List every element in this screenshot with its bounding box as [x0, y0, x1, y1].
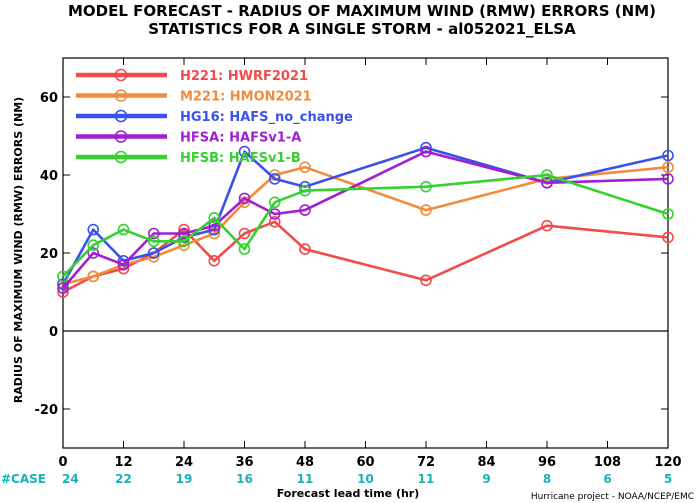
legend: H221: HWRF2021 M221: HMON2021 HG16: HAFS_n…	[76, 68, 353, 166]
data-point	[268, 196, 281, 209]
data-point	[238, 227, 251, 240]
legend-label: M221: HMON2021	[180, 90, 312, 105]
x-tick-label: 96	[538, 455, 556, 470]
data-point	[299, 184, 311, 197]
x-axis-label: Forecast lead time (hr)	[277, 487, 420, 500]
case-count: 5	[664, 472, 672, 486]
data-point	[238, 145, 251, 158]
y-tick-label: 20	[40, 247, 58, 262]
data-point	[662, 173, 674, 185]
series-line	[61, 146, 669, 285]
legend-swatch-marker	[114, 150, 128, 164]
data-point	[178, 227, 190, 240]
data-point	[420, 204, 432, 216]
data-point	[87, 223, 100, 236]
data-point	[541, 177, 553, 189]
case-count: 6	[603, 472, 611, 486]
y-tick-label: 0	[49, 325, 58, 340]
data-point	[117, 258, 130, 271]
series-line	[62, 150, 669, 289]
case-count: 16	[236, 472, 253, 486]
data-point	[208, 212, 221, 224]
x-tick-label: 108	[594, 455, 621, 470]
legend-swatch-marker	[114, 89, 128, 102]
data-point	[208, 219, 221, 232]
y-tick-label: -20	[35, 403, 59, 418]
data-point	[420, 145, 432, 158]
data-point	[57, 282, 69, 294]
data-point	[299, 161, 311, 173]
x-axis-ticks: 0 12 24 36 48 60 72 84 96 108 120	[58, 58, 682, 470]
y-tick-label: 40	[40, 169, 58, 184]
x-tick-label: 120	[654, 455, 681, 470]
legend-swatch-marker	[114, 109, 128, 123]
legend-swatch-marker	[114, 68, 128, 82]
data-point	[299, 243, 311, 255]
legend-swatch-marker	[114, 130, 128, 143]
data-point	[420, 274, 432, 287]
x-tick-label: 84	[477, 455, 495, 470]
series-layer	[57, 141, 674, 298]
case-count: 11	[297, 472, 314, 486]
data-point	[87, 270, 100, 283]
data-point	[541, 169, 553, 181]
credit-text: Hurricane project - NOAA/NCEP/EMC	[531, 492, 694, 502]
chart-title-line2: STATISTICS FOR A SINGLE STORM - al052021…	[148, 20, 576, 38]
data-point	[208, 254, 221, 267]
x-tick-label: 72	[417, 455, 435, 470]
data-point	[87, 239, 100, 251]
data-point	[87, 247, 100, 259]
legend-label: HFSB: HAFSv1-B	[180, 151, 301, 166]
x-tick-label: 48	[296, 455, 314, 470]
data-point	[420, 180, 432, 193]
data-point	[662, 231, 674, 244]
y-tick-label: 60	[40, 91, 58, 106]
case-count: 22	[115, 472, 132, 486]
x-tick-label: 12	[114, 455, 132, 470]
data-point	[147, 235, 160, 248]
x-tick-label: 0	[58, 455, 67, 470]
data-point	[147, 227, 160, 240]
x-tick-label: 24	[175, 455, 193, 470]
legend-label: H221: HWRF2021	[180, 69, 308, 84]
case-count: 10	[357, 472, 374, 486]
x-tick-label: 36	[235, 455, 253, 470]
data-point	[117, 223, 130, 236]
data-point	[268, 208, 281, 220]
y-axis-ticks: -20 0 20 40 60	[35, 91, 668, 418]
case-row-label: #CASE	[1, 472, 46, 486]
data-point	[147, 247, 160, 259]
data-point	[541, 219, 553, 232]
case-count: 9	[482, 472, 490, 486]
data-point	[268, 216, 281, 228]
legend-label: HFSA: HAFSv1-A	[180, 131, 301, 146]
case-count: 11	[418, 472, 435, 486]
legend-label: HG16: HAFS_no_change	[180, 110, 353, 125]
case-count-row: #CASE 24 22 19 16 11 10 11 9 8 6 5	[1, 472, 672, 486]
data-point	[299, 204, 311, 216]
case-count: 24	[62, 472, 79, 486]
chart-title-line1: MODEL FORECAST - RADIUS OF MAXIMUM WIND …	[68, 2, 656, 20]
x-tick-label: 60	[356, 455, 374, 470]
data-point	[238, 192, 251, 205]
y-axis-label: RADIUS OF MAXIMUM WIND (RMW) ERRORS (NM)	[12, 97, 25, 403]
data-point	[238, 243, 251, 255]
data-point	[57, 270, 69, 283]
data-point	[178, 235, 190, 248]
case-count: 8	[543, 472, 551, 486]
data-point	[662, 208, 674, 220]
data-point	[662, 161, 674, 173]
data-point	[662, 149, 674, 162]
data-point	[268, 173, 281, 185]
case-count: 19	[176, 472, 193, 486]
